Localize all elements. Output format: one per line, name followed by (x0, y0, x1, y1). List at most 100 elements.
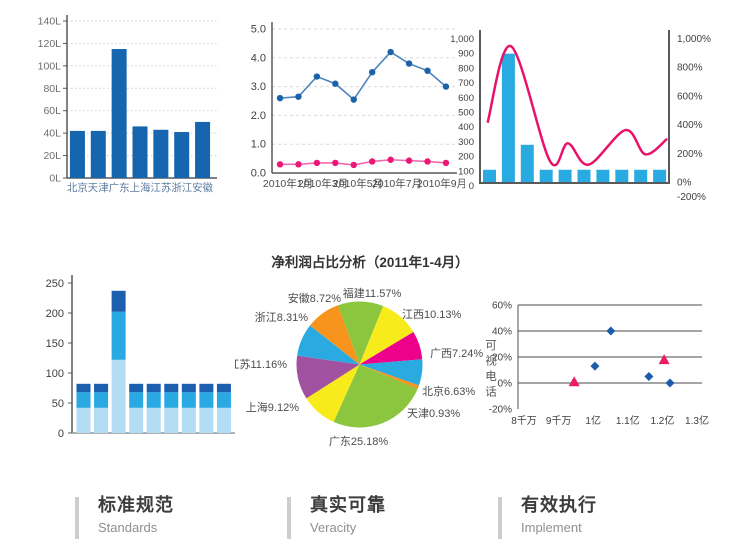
bar (558, 169, 572, 183)
stacked-bar-segment (181, 392, 196, 408)
bar (153, 129, 169, 178)
pie-slice-浙江 (297, 325, 360, 365)
stacked-bar-segment (129, 392, 144, 408)
series-pink-marker (369, 158, 376, 165)
series-blue-marker (313, 73, 321, 80)
triangle-marker (568, 376, 580, 387)
x-axis-category-label: 江苏 (150, 181, 171, 194)
y-axis-tick-label: 250 (46, 278, 64, 290)
stacked-bar-segment (216, 392, 231, 408)
pie-slice-label: 福建11.57% (343, 286, 402, 300)
bar (634, 169, 648, 183)
feature-title: 标准规范 (98, 495, 174, 515)
stacked-bar-segment (181, 407, 196, 433)
series-pink-marker (332, 159, 339, 167)
feature-title: 有效执行 (521, 495, 597, 515)
right-y-axis-tick-label: 1,000% (677, 34, 711, 45)
left-y-axis-tick-label: 1,000 (450, 34, 474, 45)
feature-divider-bar (75, 497, 79, 539)
y-axis-tick-label: 20L (43, 150, 61, 162)
y-axis-tick-label: 150 (46, 338, 64, 350)
feature-standards: 标准规范 Standards (75, 494, 174, 539)
pie-slice-江西 (359, 306, 414, 365)
regional-bar-chart: 0L 20L 40L 60L 80L 100L 120L 140L 北京 天津 广东 上海 江苏 浙江 安徽 (0, 0, 230, 205)
x-axis-tick-label: 1亿 (585, 414, 601, 427)
bar-line-combo-chart: 1,000 900 800 700 600 500 400 300 200 100 0 1,000% 8… (430, 0, 750, 222)
bar (69, 130, 85, 178)
vertical-axis-title-char: 电 (485, 370, 497, 383)
stacked-bar-segment (94, 383, 109, 393)
y-axis-tick-label: 40L (43, 128, 61, 140)
pie-slice-label: 安徽8.72% (288, 291, 341, 305)
series-blue-marker (387, 48, 394, 56)
stacked-bar-segment (146, 407, 161, 433)
bar (596, 169, 610, 183)
series-blue-marker (369, 69, 376, 76)
left-y-axis-tick-label: 900 (458, 49, 474, 60)
pie-slice-江苏 (296, 355, 360, 399)
x-axis-tick-label: 2010年3月 (298, 177, 348, 190)
series-pink-marker (442, 159, 450, 167)
y-axis-tick-label: -20% (489, 405, 512, 416)
y-axis-tick-label: 3.0 (251, 81, 266, 93)
stacked-bar-segment (181, 383, 196, 393)
bar (111, 49, 127, 179)
right-y-axis-tick-label: -200% (677, 192, 706, 203)
y-axis-tick-label: 60% (492, 301, 512, 312)
y-axis-tick-label: 120L (38, 38, 62, 50)
y-axis-tick-label: 200 (46, 308, 64, 320)
left-y-axis-tick-label: 500 (458, 108, 474, 119)
x-axis-tick-label: 1.1亿 (616, 414, 640, 427)
x-axis-tick-label: 2010年1月 (263, 177, 313, 190)
x-axis-category-label: 广东 (109, 181, 130, 194)
chart-svg: 福建11.57%江西10.13% 广西7.24% 北京6.63% 天津0.93% 广东2… (235, 286, 483, 448)
series-blue-marker (350, 96, 357, 103)
feature-subtitle: Standards (98, 520, 158, 535)
y-axis-tick-label: 60L (43, 105, 61, 117)
left-y-axis-tick-label: 700 (458, 78, 474, 89)
y-axis-tick-label: 140L (38, 16, 62, 28)
vertical-axis-title-char: 可 (485, 340, 497, 352)
stacked-bar-segment (199, 407, 214, 433)
series-blue-marker (424, 67, 431, 74)
y-axis-tick-label: 4.0 (251, 52, 266, 64)
pie-slice-上海 (306, 364, 360, 422)
pie-slice-label: 江苏11.16% (235, 358, 287, 371)
vertical-axis-title-char: 话 (485, 386, 497, 399)
pie-slice-label: 浙江8.31% (255, 311, 308, 324)
x-axis-category-label: 北京 (67, 181, 88, 194)
series-pink-marker (424, 158, 431, 165)
x-axis-category-label: 浙江 (171, 182, 192, 194)
bar (501, 53, 515, 183)
series-pink-marker (295, 161, 302, 168)
feature-veracity: 真实可靠 Veracity (287, 494, 386, 539)
chart-svg: 1,000 900 800 700 600 500 400 300 200 100 0 1,000% 8… (450, 30, 711, 203)
stacked-bar-segment (146, 392, 161, 408)
bar (615, 169, 629, 183)
chart-svg: 0L 20L 40L 60L 80L 100L 120L 140L 北京 天津 广东 上海 江苏 浙江 安徽 (38, 15, 217, 194)
stacked-bar-chart: 0 50 100 150 200 250 (0, 255, 250, 460)
stacked-bar-segment (111, 290, 126, 312)
left-y-axis-tick-label: 100 (458, 166, 474, 177)
y-axis-tick-label: 2.0 (251, 110, 266, 122)
pie-slice-label: 江西10.13% (402, 308, 462, 321)
stacked-bar-segment (111, 359, 126, 433)
pie-slice-广西 (359, 331, 423, 365)
series-pink-line (280, 158, 447, 166)
stacked-bar-segment (199, 392, 214, 408)
x-axis-tick-label: 8千万 (511, 415, 537, 427)
right-y-axis-tick-label: 0% (677, 178, 692, 189)
bar (539, 169, 553, 183)
diamond-marker (644, 372, 654, 381)
pie-chart-title: 净利润占比分析（2011年1-4月） (271, 255, 469, 270)
stacked-bar-segment (164, 383, 179, 393)
x-axis-category-label: 天津 (88, 182, 109, 194)
series-blue-line (279, 51, 447, 101)
x-axis-category-label: 上海 (130, 181, 151, 194)
series-blue-marker (405, 60, 413, 67)
monthly-trend-line-chart: 0.0 1.0 2.0 3.0 4.0 5.0 2010年1月 2010年3月 2010年5月 2… (235, 0, 465, 205)
series-blue-marker (442, 83, 450, 90)
diamond-marker (606, 326, 616, 336)
